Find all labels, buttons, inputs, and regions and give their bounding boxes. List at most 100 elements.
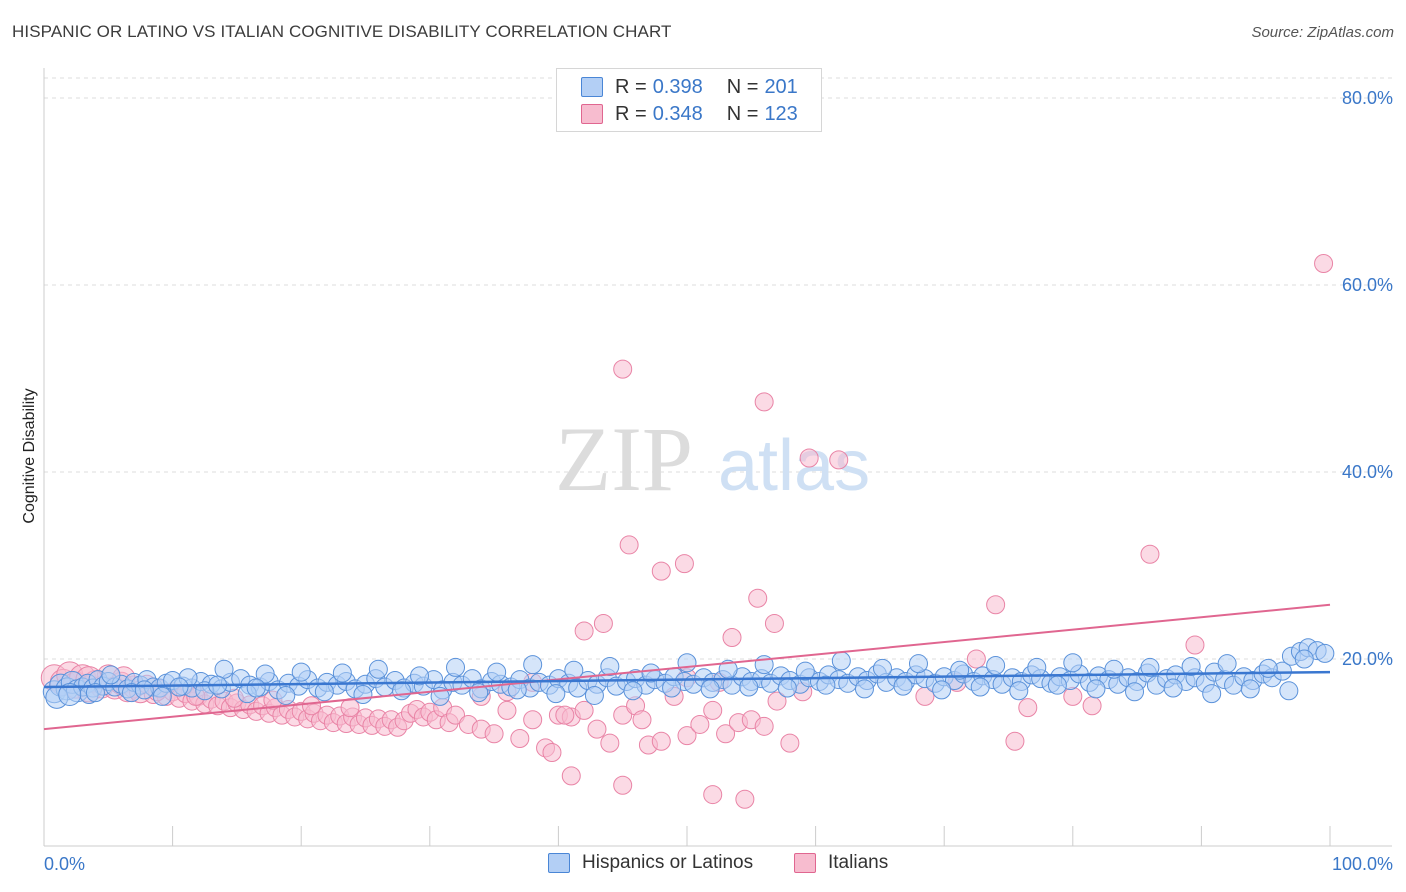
italians-point bbox=[703, 700, 723, 720]
hispanics-point bbox=[1315, 643, 1335, 663]
hispanics-point bbox=[523, 655, 543, 675]
italians-point bbox=[799, 448, 819, 468]
italians-points bbox=[40, 253, 1334, 809]
italians-point bbox=[301, 696, 321, 716]
legend-label-italians: Italians bbox=[828, 852, 889, 873]
italians-point bbox=[674, 554, 694, 574]
italians-point bbox=[613, 359, 633, 379]
hispanics-point bbox=[662, 678, 682, 698]
italians-point bbox=[1005, 731, 1025, 751]
hispanics-point bbox=[854, 679, 874, 699]
hispanics-point bbox=[677, 653, 697, 673]
y-tick-label: 60.0% bbox=[1342, 275, 1393, 295]
legend-row-hispanics: R = 0.398 N = 201 bbox=[581, 75, 798, 99]
italians-point bbox=[829, 450, 849, 470]
italians-point bbox=[619, 535, 639, 555]
italians-point bbox=[703, 785, 723, 805]
legend-n-value: 123 bbox=[764, 102, 798, 125]
hispanics-point bbox=[1181, 656, 1201, 676]
hispanics-point bbox=[85, 683, 105, 703]
hispanics-point bbox=[291, 662, 311, 682]
legend-item-hispanics[interactable]: Hispanics or Latinos bbox=[548, 852, 753, 874]
hispanics-point bbox=[368, 659, 388, 679]
legend-n-label: N = bbox=[726, 75, 759, 98]
italians-point bbox=[1063, 686, 1083, 706]
hispanics-point bbox=[1027, 657, 1047, 677]
hispanics-point bbox=[831, 651, 851, 671]
hispanics-point bbox=[546, 684, 566, 704]
hispanics-point bbox=[58, 683, 82, 707]
legend-r-value: 0.398 bbox=[652, 75, 703, 98]
hispanics-point bbox=[893, 676, 913, 696]
hispanics-point bbox=[1009, 681, 1029, 701]
italians-point bbox=[600, 733, 620, 753]
hispanics-point bbox=[932, 680, 952, 700]
hispanics-point bbox=[872, 658, 892, 678]
hispanics-point bbox=[1063, 653, 1083, 673]
italians-point bbox=[748, 588, 768, 608]
italians-point bbox=[722, 627, 742, 647]
italians-trend-line bbox=[43, 603, 1331, 731]
hispanics-point bbox=[410, 666, 430, 686]
hispanics-point bbox=[101, 665, 121, 685]
legend-n-label: N = bbox=[726, 102, 759, 125]
italians-point bbox=[735, 789, 755, 809]
hispanics-point bbox=[246, 678, 266, 698]
italians-point bbox=[677, 726, 697, 746]
hispanics-point bbox=[950, 660, 970, 680]
watermark-atlas: atlas bbox=[718, 426, 870, 506]
italians-point bbox=[587, 719, 607, 739]
italians-point bbox=[542, 743, 562, 762]
x-tick-label: 0.0% bbox=[44, 854, 85, 874]
italians-point bbox=[1185, 635, 1205, 655]
hispanics-point bbox=[600, 656, 620, 676]
italians-point bbox=[574, 700, 594, 720]
legend-n-value: 201 bbox=[764, 75, 798, 98]
legend-label-hispanics: Hispanics or Latinos bbox=[582, 852, 754, 873]
hispanics-point bbox=[1125, 682, 1145, 702]
tick-labels: 20.0% 40.0% 60.0% 80.0% 0.0% 100.0% bbox=[44, 88, 1393, 874]
x-tick-label: 100.0% bbox=[1332, 854, 1393, 874]
italians-point bbox=[523, 710, 543, 730]
italians-point bbox=[690, 714, 710, 734]
italians-point bbox=[1082, 696, 1102, 716]
hispanics-point bbox=[446, 657, 466, 677]
legend-swatch-pink bbox=[581, 104, 603, 124]
hispanics-point bbox=[1140, 657, 1160, 677]
hispanics-point bbox=[970, 677, 990, 697]
y-tick-label: 80.0% bbox=[1342, 88, 1393, 108]
italians-point bbox=[651, 731, 671, 751]
hispanics-point bbox=[353, 685, 373, 705]
italians-point bbox=[767, 691, 787, 711]
y-tick-label: 20.0% bbox=[1342, 649, 1393, 669]
hispanics-point bbox=[1163, 678, 1183, 698]
series-legend: Hispanics or Latinos Italians bbox=[0, 852, 1406, 878]
italians-point bbox=[632, 710, 652, 730]
hispanics-point bbox=[739, 677, 759, 697]
hispanics-point bbox=[1217, 654, 1237, 674]
hispanics-point bbox=[584, 685, 604, 705]
hispanics-point bbox=[641, 663, 661, 683]
watermark-zip: ZIP bbox=[555, 408, 693, 510]
y-tick-label: 40.0% bbox=[1342, 462, 1393, 482]
hispanics-point bbox=[1294, 649, 1314, 669]
legend-swatch-blue bbox=[548, 853, 570, 873]
hispanics-point bbox=[908, 654, 928, 674]
italians-point bbox=[716, 724, 736, 744]
hispanics-trend-line bbox=[43, 670, 1331, 689]
legend-swatch-pink bbox=[794, 853, 816, 873]
legend-item-italians[interactable]: Italians bbox=[794, 852, 888, 874]
legend-row-italians: R = 0.348 N = 123 bbox=[581, 102, 798, 126]
italians-point bbox=[555, 705, 575, 725]
hispanics-point bbox=[1202, 684, 1222, 704]
legend-r-label: R = bbox=[615, 102, 647, 125]
chart-title: HISPANIC OR LATINO VS ITALIAN COGNITIVE … bbox=[12, 22, 672, 41]
grid-lines bbox=[44, 77, 1392, 660]
hispanics-point bbox=[169, 677, 189, 697]
italians-point bbox=[780, 733, 800, 753]
italians-point bbox=[1314, 253, 1334, 273]
hispanics-point bbox=[276, 685, 296, 705]
italians-point bbox=[497, 700, 517, 720]
hispanics-point bbox=[134, 680, 154, 700]
